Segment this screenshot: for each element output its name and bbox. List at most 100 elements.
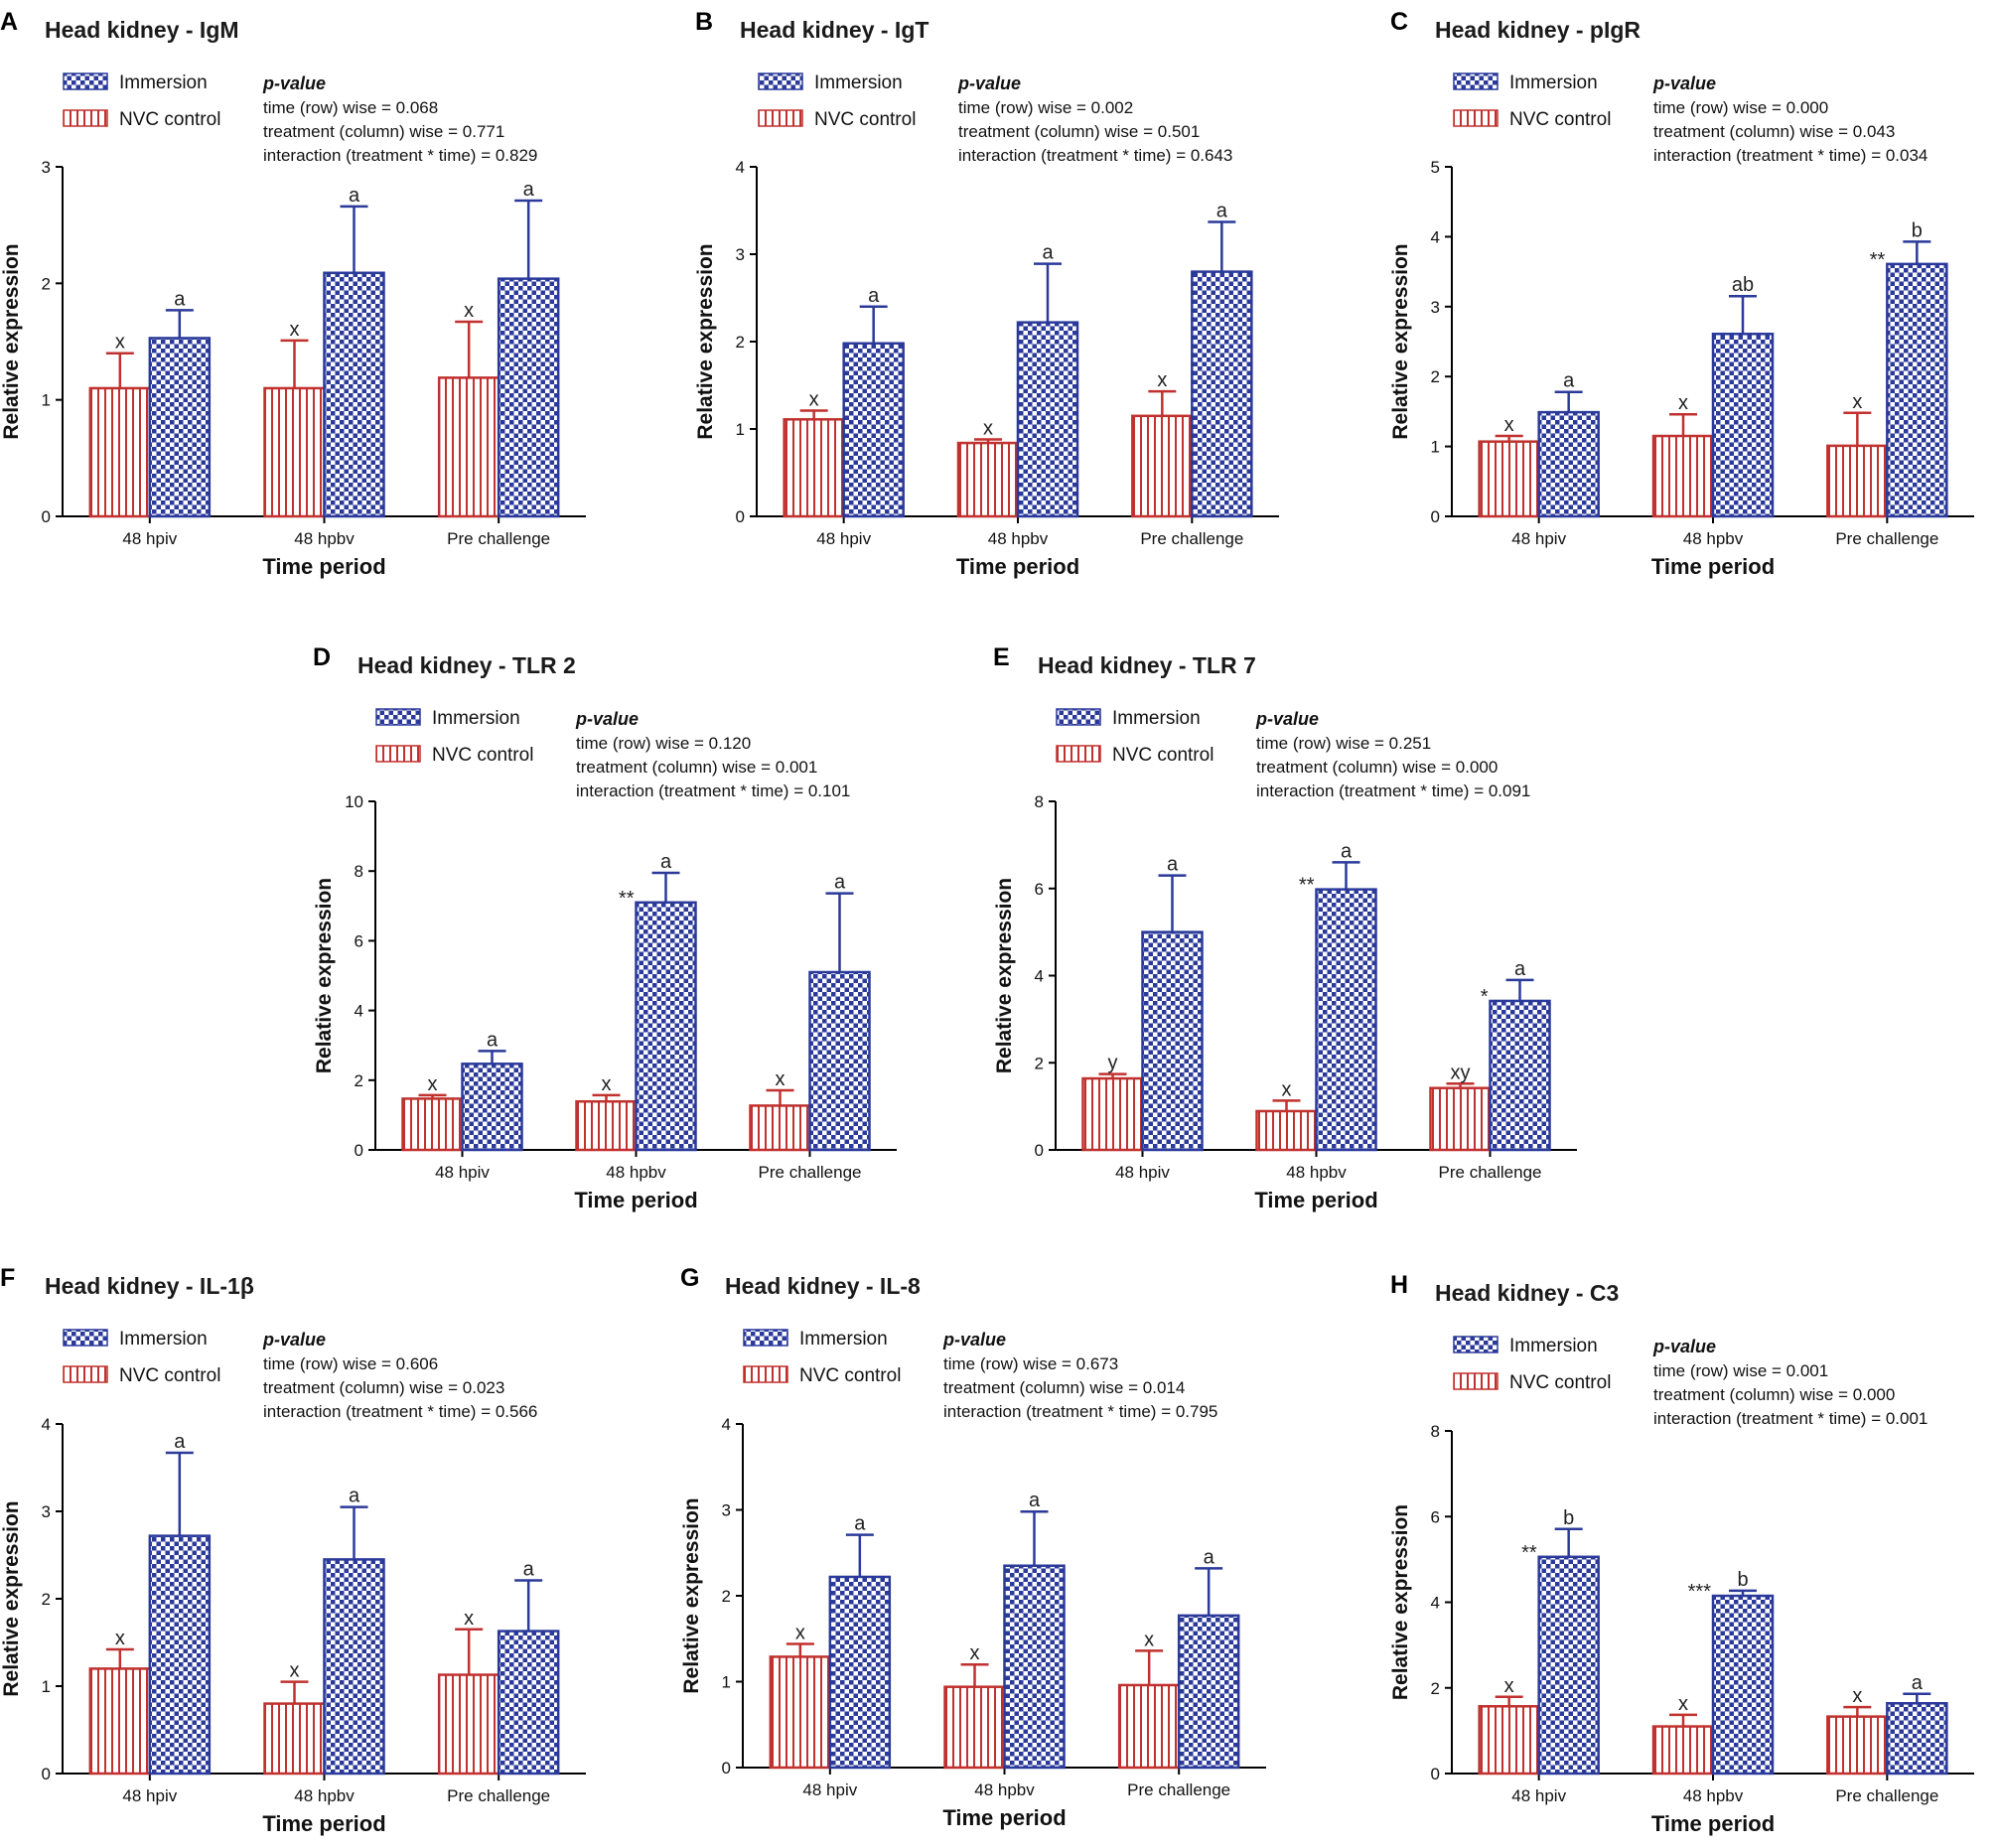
x-tick-label: 48 hpbv — [1683, 1786, 1744, 1805]
pvalue-title: p-value — [1652, 73, 1716, 93]
significance-letter: a — [523, 1559, 535, 1581]
bar-control — [1478, 1705, 1540, 1776]
legend-swatch-immersion — [375, 708, 421, 726]
significance-letter: b — [1737, 1569, 1748, 1591]
significance-letter: x — [809, 389, 819, 411]
significance-letter: x — [1504, 1675, 1514, 1697]
pvalue-title: p-value — [262, 73, 326, 93]
x-tick-label: 48 hpbv — [294, 529, 355, 548]
x-axis-title: Time period — [574, 1188, 697, 1212]
y-tick-label: 1 — [42, 1677, 51, 1696]
legend-swatch-immersion — [743, 1329, 788, 1347]
bar-control — [263, 1702, 326, 1776]
y-tick-label: 0 — [722, 1759, 731, 1777]
significance-letter: a — [349, 1486, 360, 1507]
y-tick-label: 0 — [355, 1141, 363, 1160]
bar-control — [769, 1655, 832, 1770]
bar-control — [437, 1673, 500, 1776]
panel-letter: G — [680, 1264, 699, 1292]
pvalue-line: time (row) wise = 0.673 — [943, 1354, 1118, 1373]
pvalue-line: interaction (treatment * time) = 0.001 — [1653, 1409, 1928, 1428]
x-tick-label: Pre challenge — [1140, 529, 1243, 548]
bar-control — [1131, 414, 1194, 518]
y-tick-label: 2 — [42, 1590, 51, 1609]
y-tick-label: 4 — [1431, 227, 1440, 246]
panel-title: Head kidney - IL-1β — [45, 1273, 254, 1299]
x-tick-label: 48 hpbv — [294, 1786, 355, 1805]
y-tick-label: 0 — [42, 1765, 51, 1783]
panel-e: E Head kidney - TLR 7 Immersion NVC control… — [993, 643, 1577, 1212]
y-tick-label: 8 — [1431, 1422, 1440, 1441]
y-tick-label: 1 — [736, 420, 745, 439]
pvalue-line: time (row) wise = 0.002 — [958, 98, 1133, 117]
significance-letter: a — [1912, 1672, 1924, 1694]
significance-letter: x — [290, 1660, 300, 1682]
y-tick-label: 8 — [1035, 792, 1044, 811]
pvalue-title: p-value — [575, 709, 639, 729]
significance-letter: a — [1029, 1490, 1041, 1511]
x-tick-label: Pre challenge — [447, 529, 550, 548]
y-tick-label: 4 — [1035, 967, 1044, 986]
bar-immersion — [497, 1630, 560, 1776]
x-tick-label: 48 hpiv — [816, 529, 871, 548]
x-tick-label: 48 hpiv — [1115, 1163, 1170, 1182]
significance-letter: x — [970, 1642, 980, 1664]
legend-label-control: NVC control — [119, 109, 220, 130]
y-tick-label: 4 — [736, 158, 745, 177]
legend-label-control: NVC control — [1112, 745, 1214, 766]
x-tick-label: 48 hpiv — [122, 529, 177, 548]
significance-letter: a — [1204, 1546, 1215, 1568]
bar-control — [1826, 1715, 1889, 1776]
y-tick-label: 3 — [736, 245, 745, 264]
significance-stars: *** — [1688, 1581, 1712, 1603]
significance-letter: a — [1341, 840, 1353, 862]
pvalue-title: p-value — [1255, 709, 1319, 729]
legend-label-immersion: Immersion — [1509, 72, 1598, 93]
pvalue-line: treatment (column) wise = 0.001 — [576, 758, 817, 777]
x-tick-label: Pre challenge — [1127, 1780, 1230, 1799]
significance-letter: x — [795, 1622, 805, 1643]
bar-control — [1429, 1086, 1492, 1152]
panel-letter: H — [1390, 1271, 1408, 1299]
bar-control — [956, 441, 1020, 518]
y-tick-label: 2 — [722, 1587, 731, 1606]
pvalue-line: treatment (column) wise = 0.014 — [943, 1378, 1185, 1397]
legend-swatch-control — [375, 745, 421, 763]
significance-letter: xy — [1451, 1062, 1471, 1083]
bar-immersion — [1177, 1614, 1240, 1770]
y-tick-label: 2 — [42, 274, 51, 293]
significance-letter: a — [349, 185, 360, 207]
y-tick-label: 3 — [42, 158, 51, 177]
bar-control — [943, 1685, 1006, 1770]
panel-letter: F — [0, 1264, 15, 1292]
x-tick-label: 48 hpiv — [435, 1163, 490, 1182]
bar-immersion — [323, 271, 385, 518]
pvalue-line: interaction (treatment * time) = 0.795 — [943, 1402, 1217, 1421]
bar-immersion — [842, 342, 905, 518]
significance-letter: x — [464, 1608, 474, 1630]
y-axis-title: Relative expression — [1389, 1504, 1412, 1700]
pvalue-line: treatment (column) wise = 0.000 — [1256, 758, 1498, 777]
significance-letter: x — [1852, 1685, 1862, 1707]
panels-layer: A Head kidney - IgM Immersion NVC control p-… — [0, 8, 1974, 1836]
panel-title: Head kidney - pIgR — [1435, 17, 1641, 43]
panel-b: B Head kidney - IgT Immersion NVC control p-… — [694, 8, 1279, 579]
legend-swatch-control — [1453, 109, 1499, 127]
pvalue-title: p-value — [1652, 1337, 1716, 1356]
pvalue-line: time (row) wise = 0.606 — [263, 1354, 438, 1373]
y-axis-title: Relative expression — [694, 243, 717, 439]
significance-letter: a — [1167, 854, 1179, 876]
bar-immersion — [1711, 1594, 1775, 1776]
bar-control — [437, 376, 500, 518]
x-axis-title: Time period — [956, 554, 1079, 579]
pvalue-line: interaction (treatment * time) = 0.101 — [576, 782, 850, 800]
significance-letter: x — [115, 1628, 125, 1649]
significance-letter: x — [1144, 1629, 1154, 1650]
x-tick-label: 48 hpbv — [1683, 529, 1744, 548]
legend-label-control: NVC control — [814, 109, 916, 130]
y-tick-label: 2 — [736, 333, 745, 352]
significance-letter: a — [868, 285, 880, 307]
legend-swatch-control — [63, 109, 108, 127]
bar-control — [783, 418, 845, 518]
